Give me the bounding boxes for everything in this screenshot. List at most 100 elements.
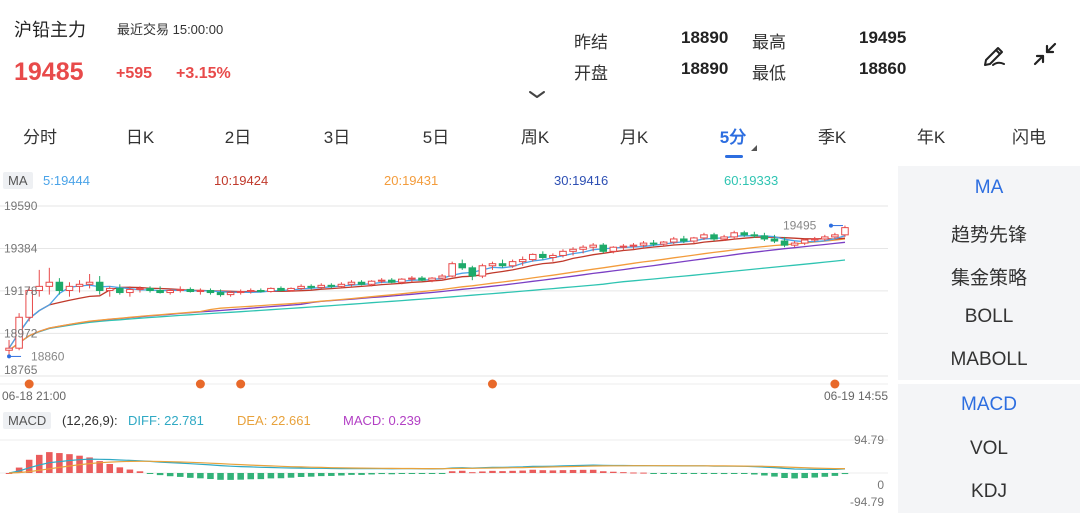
candle-body xyxy=(236,291,245,294)
tab-dropdown-icon[interactable] xyxy=(751,145,757,151)
macd-bar xyxy=(529,469,537,473)
macd-bar xyxy=(589,469,597,473)
indicator-trend-pioneer[interactable]: 趋势先锋 xyxy=(950,225,1027,246)
candle-body xyxy=(579,246,587,250)
macd-bar xyxy=(630,472,637,474)
macd-bar xyxy=(771,473,778,477)
tab-daily-k[interactable]: 日K xyxy=(125,128,155,147)
macd-tick-label: 0 xyxy=(877,478,884,492)
tab-flash[interactable]: 闪电 xyxy=(1012,128,1046,147)
draw-button[interactable] xyxy=(976,36,1012,72)
macd-bar xyxy=(670,473,678,474)
x-label-start: 06-18 21:00 xyxy=(2,389,66,403)
macd-bar xyxy=(841,473,849,475)
tab-yearly-k[interactable]: 年K xyxy=(916,128,946,147)
candle-body xyxy=(35,285,44,291)
macd-bar xyxy=(710,473,718,474)
chevron-down-icon[interactable] xyxy=(528,90,546,100)
ma-tag[interactable]: MA xyxy=(3,172,33,189)
candle-body xyxy=(418,277,426,281)
tab-2-day[interactable]: 2日 xyxy=(224,128,252,147)
macd-bar xyxy=(317,473,325,477)
candle-body xyxy=(75,283,84,287)
macd-bar xyxy=(499,471,506,473)
candle-body xyxy=(377,279,386,282)
macd-bar xyxy=(378,473,385,475)
low-value: 18860 xyxy=(859,59,907,78)
kline-chart[interactable]: 19590 19384 19178 18972 18765 19495 18860 06-18… xyxy=(0,166,890,513)
indicator-macd[interactable]: MACD xyxy=(961,394,1017,415)
tab-5-min[interactable]: 5分 xyxy=(719,128,747,147)
macd-tag[interactable]: MACD xyxy=(3,412,52,429)
tab-fenshi[interactable]: 分时 xyxy=(23,128,57,147)
candle-body xyxy=(408,277,416,280)
candle-body xyxy=(15,316,23,349)
last-price: 19485 xyxy=(14,58,84,86)
panel-divider xyxy=(898,380,1080,384)
tab-quarterly-k[interactable]: 季K xyxy=(817,128,847,147)
macd-bar xyxy=(56,453,63,473)
candle-body xyxy=(518,259,527,263)
macd-bar xyxy=(106,463,114,473)
candle-body xyxy=(700,234,708,239)
macd-bar xyxy=(730,473,738,474)
macd-bar xyxy=(559,470,567,473)
indicator-vol[interactable]: VOL xyxy=(969,438,1009,459)
tab-5-day[interactable]: 5日 xyxy=(422,128,450,147)
candle-body xyxy=(770,238,779,242)
macd-bar xyxy=(620,472,627,474)
candle-body xyxy=(116,287,124,294)
candle-body xyxy=(216,292,225,296)
candle-body xyxy=(609,246,618,252)
trade-time: 最近交易 15:00:00 xyxy=(117,22,224,37)
macd-bar xyxy=(146,473,154,474)
candle-body xyxy=(287,287,295,291)
candle-body xyxy=(800,239,809,244)
candle-body xyxy=(428,277,436,281)
candle-body xyxy=(398,278,406,283)
prev-settle-value: 18890 xyxy=(681,28,729,47)
indicator-jijin-strategy[interactable]: 集金策略 xyxy=(950,268,1027,289)
indicator-kdj[interactable]: KDJ xyxy=(971,481,1007,502)
indicator-maboll[interactable]: MABOLL xyxy=(950,349,1028,370)
tab-weekly-k[interactable]: 周K xyxy=(520,128,550,147)
macd-bar xyxy=(831,473,839,476)
open-label: 开盘 xyxy=(574,64,608,83)
macd-bar xyxy=(156,473,164,476)
macd-bar xyxy=(207,473,214,480)
macd-bar xyxy=(358,473,365,475)
candle-body xyxy=(821,236,829,240)
macd-bar xyxy=(509,470,516,473)
high-label: 最高 xyxy=(752,33,786,52)
y-tick-label: 19178 xyxy=(4,284,38,298)
macd-bar xyxy=(86,457,93,473)
macd-bar xyxy=(197,473,204,479)
indicator-ma[interactable]: MA xyxy=(974,177,1004,198)
candle-body xyxy=(619,245,628,248)
collapse-arrows-icon xyxy=(1033,42,1057,66)
candle-body xyxy=(528,253,537,261)
low-label: 18860 xyxy=(31,349,65,363)
macd-bar xyxy=(438,473,446,474)
candle-body xyxy=(498,263,507,267)
candle-body xyxy=(327,284,336,287)
macd-bar xyxy=(650,473,657,474)
collapse-button[interactable] xyxy=(1027,36,1063,72)
open-value: 18890 xyxy=(681,59,729,78)
candle-body xyxy=(669,238,678,243)
candle-body xyxy=(680,238,688,242)
macd-bar xyxy=(458,470,466,473)
candle-body xyxy=(810,238,819,241)
macd-params: (12,26,9): xyxy=(62,413,118,428)
tab-3-day[interactable]: 3日 xyxy=(323,128,351,147)
candle-body xyxy=(790,242,799,246)
macd-bar xyxy=(700,473,708,474)
macd-bar xyxy=(187,473,194,478)
ma20-value: 20:19431 xyxy=(384,173,439,188)
macd-bar xyxy=(761,473,768,476)
indicator-boll[interactable]: BOLL xyxy=(964,306,1014,327)
candle-body xyxy=(196,289,205,293)
candle-body xyxy=(478,265,487,277)
tab-monthly-k[interactable]: 月K xyxy=(619,128,649,147)
macd-bar xyxy=(217,473,224,480)
